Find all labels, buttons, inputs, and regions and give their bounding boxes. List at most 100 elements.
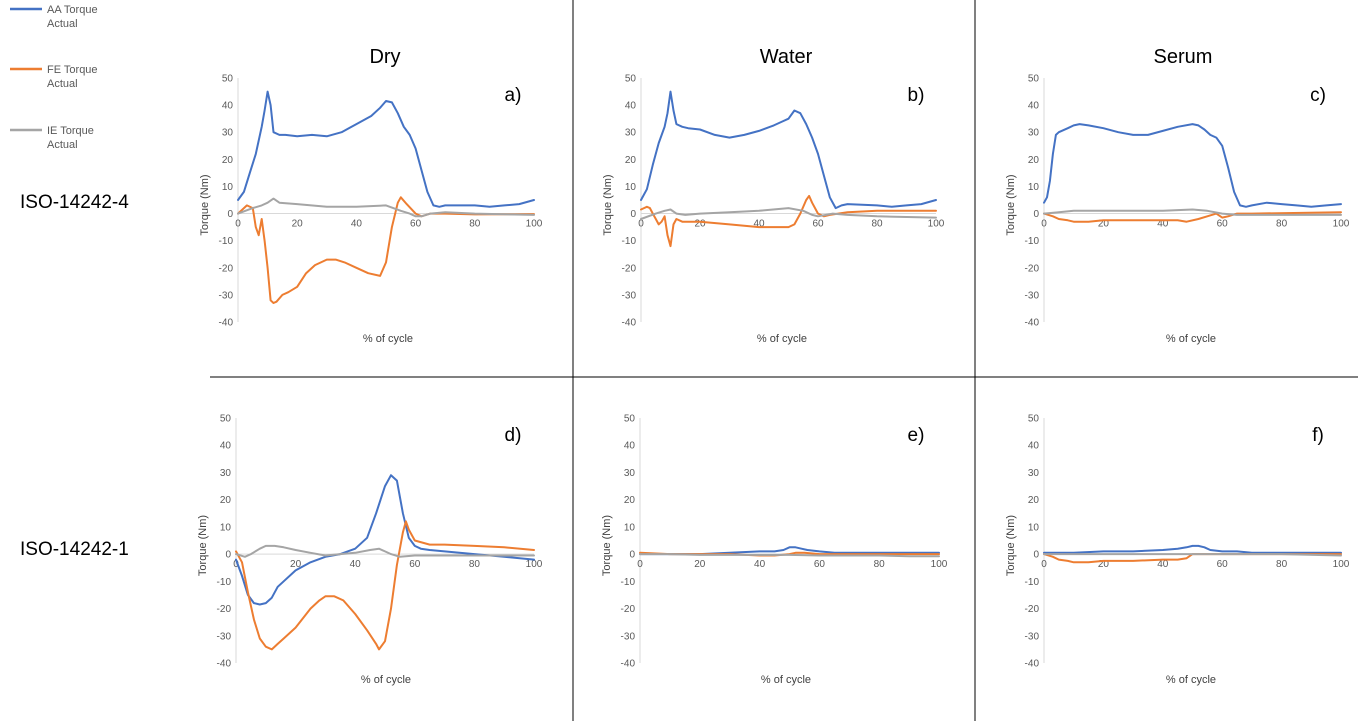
y-tick-label: 30	[220, 468, 232, 479]
y-tick-label: 20	[625, 155, 637, 166]
x-tick-label: 0	[1041, 559, 1047, 570]
x-tick-label: 60	[410, 219, 422, 230]
y-tick-label: 10	[624, 522, 636, 533]
y-tick-label: 0	[227, 209, 233, 220]
y-tick-label: -20	[1025, 263, 1040, 274]
y-tick-label: 50	[220, 414, 232, 425]
x-tick-label: 20	[694, 559, 706, 570]
x-tick-label: 60	[814, 559, 826, 570]
y-tick-label: -20	[1025, 604, 1040, 615]
series-line	[640, 207, 937, 220]
y-tick-label: 10	[222, 182, 234, 193]
y-tick-label: 30	[222, 128, 234, 139]
x-tick-label: 100	[526, 559, 543, 570]
x-tick-label: 100	[928, 219, 945, 230]
x-axis-title: % of cycle	[757, 333, 807, 345]
y-tick-label: -10	[219, 236, 234, 247]
x-tick-label: 100	[1333, 559, 1350, 570]
legend-label: Actual	[47, 139, 78, 151]
series-line	[237, 197, 535, 218]
y-tick-label: 10	[1028, 522, 1040, 533]
figure-dividers	[210, 0, 1358, 721]
legend-item: FE Torque Actual	[10, 64, 98, 90]
y-tick-label: 20	[222, 155, 234, 166]
panel-label: a)	[505, 85, 522, 106]
y-tick-label: -30	[219, 290, 234, 301]
x-tick-label: 100	[526, 219, 543, 230]
panel-label: e)	[908, 425, 925, 446]
y-tick-label: -20	[621, 604, 636, 615]
series-line	[1043, 544, 1342, 554]
y-tick-label: -30	[622, 290, 637, 301]
y-tick-label: -30	[1025, 290, 1040, 301]
series-line	[235, 544, 535, 558]
y-tick-label: 10	[625, 182, 637, 193]
y-tick-label: 20	[1028, 495, 1040, 506]
x-tick-label: 100	[1333, 219, 1350, 230]
legend-item: AA Torque Actual	[10, 4, 98, 30]
y-axis-title: Torque (Nm)	[197, 515, 209, 576]
row-header-iso-14242-1: ISO-14242-1	[20, 539, 129, 560]
x-tick-label: 40	[351, 219, 363, 230]
series-line	[1043, 208, 1342, 216]
x-axis-title: % of cycle	[1166, 674, 1216, 686]
series-line	[1043, 553, 1342, 557]
y-tick-label: 20	[220, 495, 232, 506]
y-tick-label: 10	[1028, 182, 1040, 193]
x-tick-label: 80	[871, 219, 883, 230]
x-tick-label: 80	[874, 559, 886, 570]
x-tick-label: 40	[753, 219, 765, 230]
x-tick-label: 60	[1217, 559, 1229, 570]
y-tick-label: 30	[624, 468, 636, 479]
y-tick-label: -30	[621, 631, 636, 642]
column-header-dry: Dry	[369, 46, 400, 68]
y-axis-title: Torque (Nm)	[1005, 515, 1017, 576]
x-tick-label: 40	[1157, 559, 1169, 570]
y-tick-label: -30	[1025, 631, 1040, 642]
series-line	[640, 194, 937, 248]
x-tick-label: 0	[235, 219, 241, 230]
y-tick-label: -40	[1025, 659, 1040, 670]
x-tick-label: 0	[1041, 219, 1047, 230]
y-tick-label: 50	[1028, 414, 1040, 425]
x-tick-label: 60	[1217, 219, 1229, 230]
row-header-iso-14242-4: ISO-14242-4	[20, 192, 129, 213]
y-tick-label: -40	[622, 318, 637, 329]
y-tick-label: 40	[1028, 101, 1040, 112]
y-tick-label: -20	[219, 263, 234, 274]
x-tick-label: 80	[1276, 219, 1288, 230]
x-axis-title: % of cycle	[761, 674, 811, 686]
x-tick-label: 80	[469, 559, 481, 570]
y-tick-label: -10	[217, 577, 232, 588]
y-tick-label: 0	[1033, 209, 1039, 220]
series-line	[1043, 211, 1342, 223]
x-axis-title: % of cycle	[1166, 333, 1216, 345]
x-tick-label: 0	[637, 559, 643, 570]
y-tick-label: -10	[621, 577, 636, 588]
series-line	[640, 90, 937, 210]
x-axis-title: % of cycle	[363, 333, 413, 345]
y-tick-label: -10	[622, 236, 637, 247]
y-tick-label: -20	[622, 263, 637, 274]
legend: AA Torque Actual FE Torque Actual IE Torque A…	[10, 4, 98, 151]
y-tick-label: 40	[1028, 441, 1040, 452]
y-tick-label: 20	[1028, 155, 1040, 166]
legend-label: IE Torque	[47, 125, 94, 137]
panel-label: d)	[505, 425, 522, 446]
y-tick-label: 50	[625, 74, 637, 85]
series-line	[237, 90, 535, 208]
x-tick-label: 60	[409, 559, 421, 570]
legend-label: FE Torque	[47, 64, 98, 76]
x-tick-label: 60	[812, 219, 824, 230]
y-tick-label: -20	[217, 604, 232, 615]
panel-label: c)	[1310, 85, 1326, 106]
column-header-serum: Serum	[1154, 46, 1213, 68]
legend-label: Actual	[47, 18, 78, 30]
y-tick-label: 0	[1033, 550, 1039, 561]
